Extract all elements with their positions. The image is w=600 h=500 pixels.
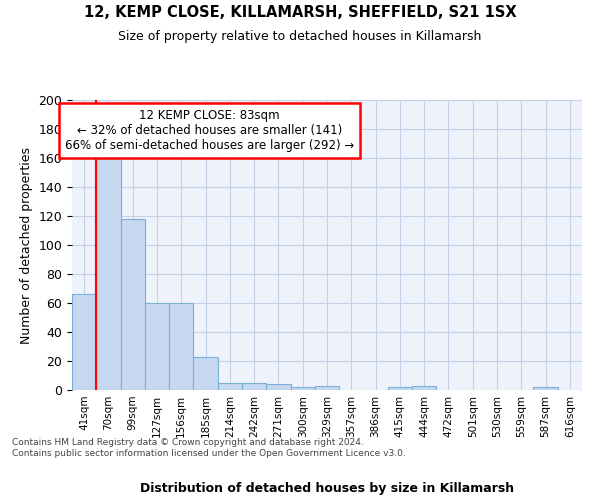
Text: 12, KEMP CLOSE, KILLAMARSH, SHEFFIELD, S21 1SX: 12, KEMP CLOSE, KILLAMARSH, SHEFFIELD, S… [83, 5, 517, 20]
Bar [193, 356, 218, 390]
Text: 12 KEMP CLOSE: 83sqm
← 32% of detached houses are smaller (141)
66% of semi-deta: 12 KEMP CLOSE: 83sqm ← 32% of detached h… [65, 108, 355, 152]
Y-axis label: Number of detached properties: Number of detached properties [20, 146, 33, 344]
Bar [533, 387, 558, 390]
Bar [121, 219, 145, 390]
Bar [315, 386, 339, 390]
Text: Distribution of detached houses by size in Killamarsh: Distribution of detached houses by size … [140, 482, 514, 495]
Bar [96, 158, 121, 390]
Bar [169, 303, 193, 390]
Bar [145, 303, 169, 390]
Bar [412, 386, 436, 390]
Bar [218, 383, 242, 390]
Bar [242, 383, 266, 390]
Text: Size of property relative to detached houses in Killamarsh: Size of property relative to detached ho… [118, 30, 482, 43]
Bar [72, 294, 96, 390]
Text: Contains HM Land Registry data © Crown copyright and database right 2024.
Contai: Contains HM Land Registry data © Crown c… [12, 438, 406, 458]
Bar [388, 387, 412, 390]
Bar [290, 387, 315, 390]
Bar [266, 384, 290, 390]
